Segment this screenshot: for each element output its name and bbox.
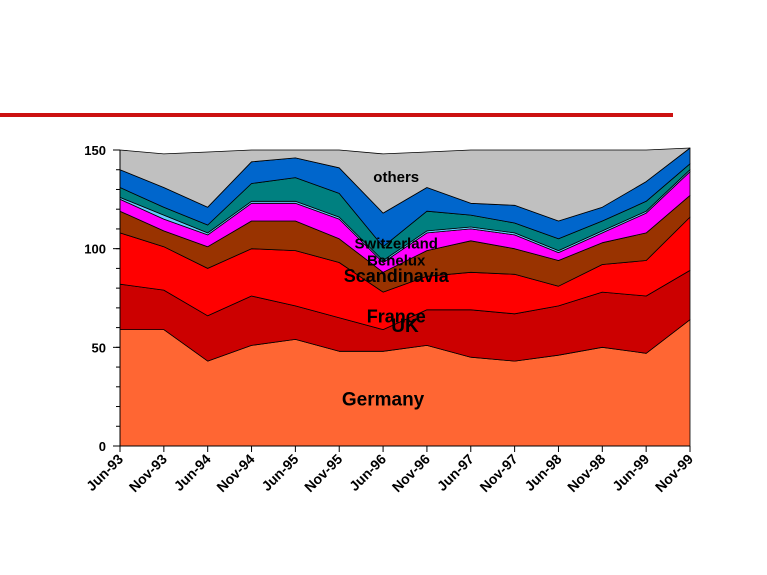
y-tick-label: 150: [84, 143, 106, 158]
series-label-germany: Germany: [342, 389, 425, 410]
x-tick-label: Nov-98: [564, 451, 608, 495]
x-tick-label: Nov-93: [126, 451, 170, 495]
y-tick-label: 100: [84, 242, 106, 257]
red-rule: [0, 113, 673, 117]
series-label-others: others: [373, 169, 419, 186]
x-tick-label: Jun-94: [171, 451, 214, 494]
x-tick-label: Jun-93: [83, 451, 126, 494]
series-label-benelux: Benelux: [367, 253, 426, 270]
x-tick-label: Jun-97: [434, 451, 477, 494]
area-others: [119, 147, 691, 222]
x-tick-label: Jun-99: [609, 451, 652, 494]
x-tick-label: Jun-95: [258, 451, 301, 494]
y-tick-label: 50: [92, 340, 106, 355]
x-tick-label: Nov-97: [476, 451, 520, 495]
area-layers: [119, 147, 691, 447]
x-tick-label: Nov-94: [213, 451, 257, 495]
x-tick-label: Nov-99: [652, 451, 696, 495]
x-tick-label: Nov-96: [389, 451, 433, 495]
series-label-switzerland: Switzerland: [355, 235, 438, 252]
series-label-scandinavia: Scandinavia: [344, 266, 450, 286]
x-tick-label: Jun-98: [521, 451, 564, 494]
x-tick-label: Nov-95: [301, 451, 345, 495]
series-label-france: France: [367, 307, 426, 327]
series-label-uk: UK: [391, 316, 419, 337]
y-tick-label: 0: [99, 439, 106, 454]
x-tick-label: Jun-96: [346, 451, 389, 494]
